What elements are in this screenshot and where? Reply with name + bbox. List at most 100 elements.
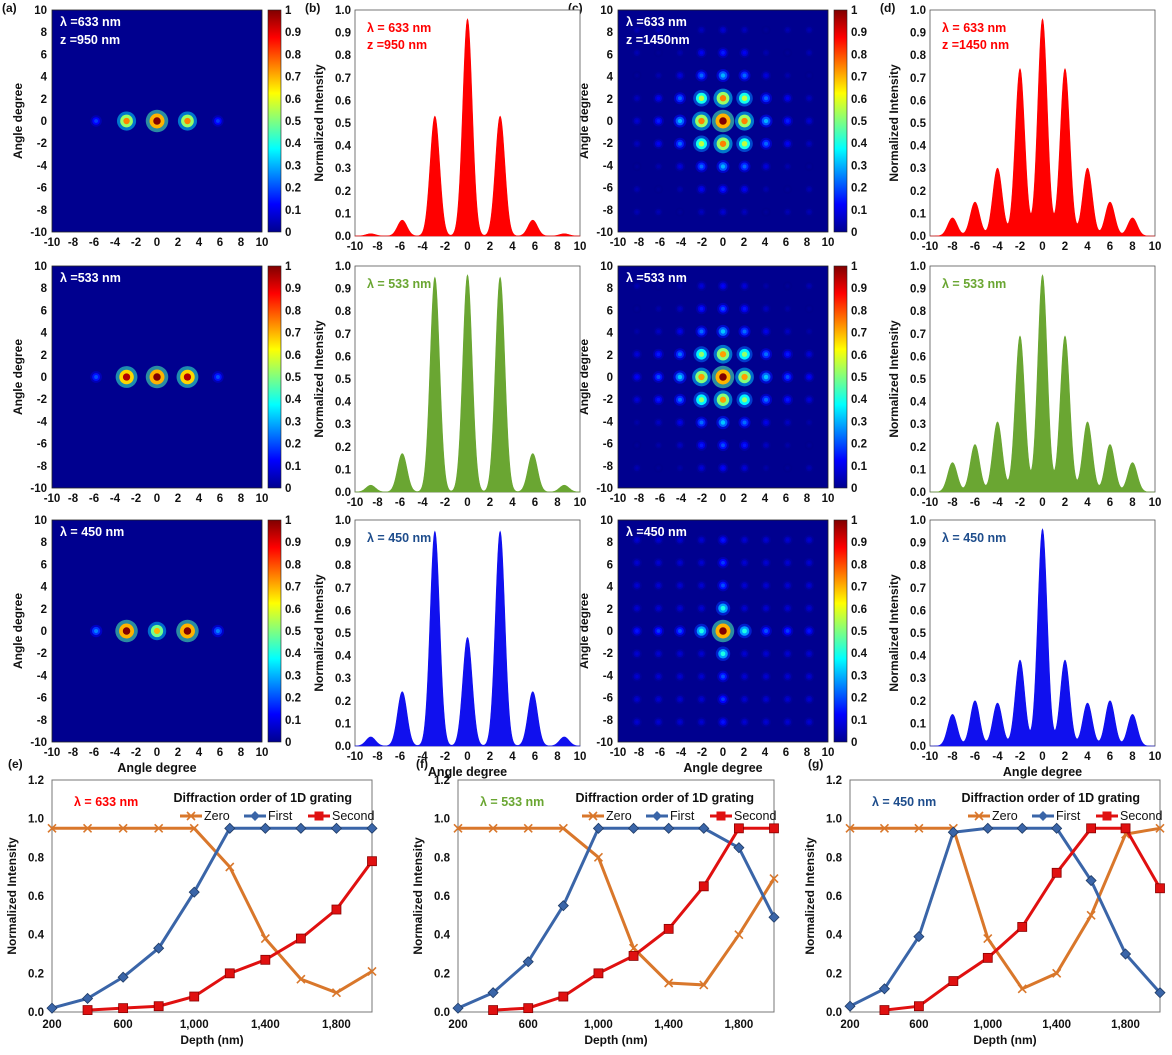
y-tick-label: -2	[603, 648, 613, 660]
diffraction-spot-core	[699, 466, 704, 470]
data-point	[1086, 823, 1097, 834]
x-tick-label: 6	[783, 747, 789, 759]
x-tick-label: -10	[347, 751, 364, 763]
diffraction-spot-core	[742, 329, 747, 334]
heatmap-panel: -10-10-8-8-6-6-4-4-2-200224466881010Angl…	[11, 261, 302, 505]
y-axis-label: Normalized Intensity	[887, 64, 901, 182]
colorbar-tick-label: 0.7	[285, 582, 301, 594]
diffraction-spot-core	[635, 561, 639, 565]
diffraction-spot-core	[785, 443, 790, 447]
y-tick-label: 0.5	[335, 628, 352, 640]
x-tick-label: -2	[440, 497, 450, 509]
panel-annotation: λ = 633 nm	[942, 21, 1006, 35]
diffraction-spot-core	[763, 374, 769, 380]
y-axis-label: Normalized Intensity	[5, 837, 19, 955]
diffraction-spot-core	[742, 674, 747, 679]
diffraction-spot-core	[699, 28, 704, 32]
diffraction-spot-core	[699, 561, 704, 565]
x-tick-label: 8	[1129, 497, 1136, 509]
y-tick-label: -8	[37, 205, 48, 217]
data-point	[627, 822, 640, 834]
data-point	[453, 823, 463, 833]
x-tick-label: -8	[634, 237, 645, 249]
colorbar-tick-label: 0.1	[851, 205, 868, 217]
panel-annotation: z =1450nm	[626, 33, 690, 47]
diffraction-spot-core	[698, 140, 705, 147]
diffraction-spot-core	[635, 375, 639, 379]
y-tick-label: 0.3	[910, 163, 926, 175]
y-tick-label: 0.2	[28, 968, 44, 980]
data-point	[189, 823, 199, 833]
x-tick-label: 2	[487, 241, 493, 253]
panel-label: (a)	[2, 1, 17, 15]
x-tick-label: -6	[655, 493, 665, 505]
diffraction-spot-core	[785, 329, 790, 334]
diffraction-spot-core	[720, 420, 726, 425]
series-line-zero	[458, 826, 776, 987]
data-point	[733, 842, 745, 854]
y-axis-label: Angle degree	[11, 339, 25, 415]
y-tick-label: -6	[603, 183, 613, 195]
legend-label: Zero	[992, 809, 1018, 823]
x-tick-label: 0	[464, 751, 470, 763]
x-tick-label: 6	[217, 747, 223, 759]
colorbar-tick-label: 0.1	[285, 205, 302, 217]
x-tick-label: 2	[175, 493, 181, 505]
diffraction-spot-core	[635, 466, 639, 470]
profile-panel: -10 -8 -6 -4 -2 0 2 4 6 8 10 0.0 0.1 0.2 0.3 0.4 0.5 0.6 0…	[312, 261, 586, 509]
y-tick-label: 1.2	[826, 775, 842, 787]
x-tick-label: 200	[42, 1019, 61, 1031]
y-tick-label: -4	[37, 416, 48, 428]
diffraction-spot-core	[786, 284, 790, 288]
colorbar-tick-label: 0.2	[851, 439, 867, 451]
y-tick-label: 0.8	[910, 306, 927, 318]
diffraction-spot-core	[122, 373, 131, 381]
diffraction-spot-core	[678, 561, 682, 565]
diffraction-spot-core	[807, 28, 811, 32]
diffraction-spot-core	[635, 720, 639, 724]
x-tick-label: -6	[395, 497, 405, 509]
diffraction-spot-core	[786, 466, 790, 470]
diffraction-spot-core	[656, 352, 661, 357]
diffraction-spot-core	[721, 306, 725, 311]
y-tick-label: 0	[607, 116, 613, 128]
diffraction-spot-core	[215, 375, 220, 379]
x-tick-label: -2	[131, 747, 141, 759]
y-tick-label: 0.8	[28, 852, 45, 864]
diffraction-spot-core	[699, 187, 704, 192]
x-tick-label: 4	[1084, 241, 1091, 253]
x-tick-label: -2	[697, 747, 707, 759]
colorbar-tick-label: 0.6	[851, 94, 867, 106]
x-tick-label: -6	[970, 497, 980, 509]
data-point	[1119, 948, 1132, 960]
diffraction-spot-core	[656, 142, 661, 146]
colorbar-tick-label: 0.5	[851, 116, 868, 128]
diffraction-spot-core	[742, 210, 747, 214]
x-tick-label: 10	[822, 747, 835, 759]
y-tick-label: 10	[34, 5, 47, 17]
diffraction-spot-core	[656, 420, 661, 425]
x-tick-label: -10	[347, 497, 364, 509]
diffraction-spot-core	[785, 73, 790, 78]
diffraction-spot-core	[764, 538, 768, 542]
x-tick-label: -10	[922, 241, 939, 253]
y-tick-label: 0.6	[910, 605, 926, 617]
diffraction-spot-core	[656, 697, 661, 701]
data-point	[1154, 987, 1166, 999]
x-tick-label: 600	[519, 1019, 538, 1031]
panel-annotation: z =950 nm	[367, 38, 427, 52]
diffraction-spot-core	[677, 118, 683, 124]
x-tick-label: 4	[1084, 751, 1091, 763]
y-tick-label: 0.0	[910, 741, 926, 753]
diffraction-spot-core	[807, 187, 811, 191]
y-tick-label: 0.4	[826, 930, 843, 942]
colorbar	[833, 265, 848, 489]
diffraction-spot-core	[721, 284, 725, 288]
y-tick-label: -8	[37, 461, 48, 473]
diffraction-spot-core	[635, 187, 639, 191]
x-tick-label: -4	[676, 493, 687, 505]
x-tick-label: 8	[804, 747, 811, 759]
diffraction-spot-core	[719, 140, 727, 147]
diffraction-spot-core	[698, 95, 705, 102]
y-tick-label: 0.0	[434, 1007, 450, 1019]
